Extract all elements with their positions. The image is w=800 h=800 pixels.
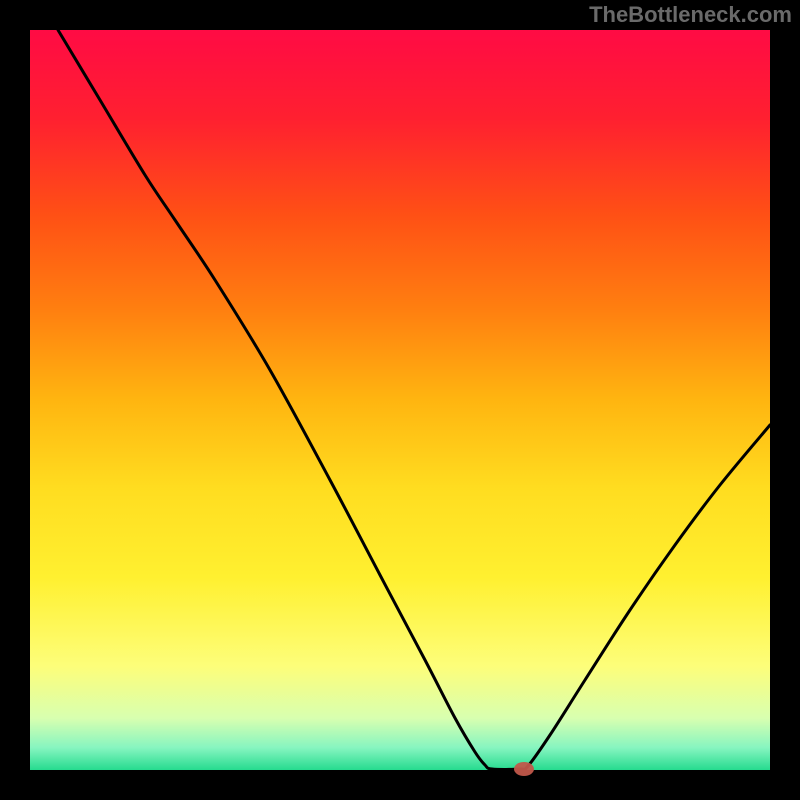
chart-background (30, 30, 770, 770)
bottleneck-chart (0, 0, 800, 800)
optimal-point-marker (514, 762, 534, 776)
watermark-text: TheBottleneck.com (589, 2, 792, 28)
chart-container: TheBottleneck.com (0, 0, 800, 800)
